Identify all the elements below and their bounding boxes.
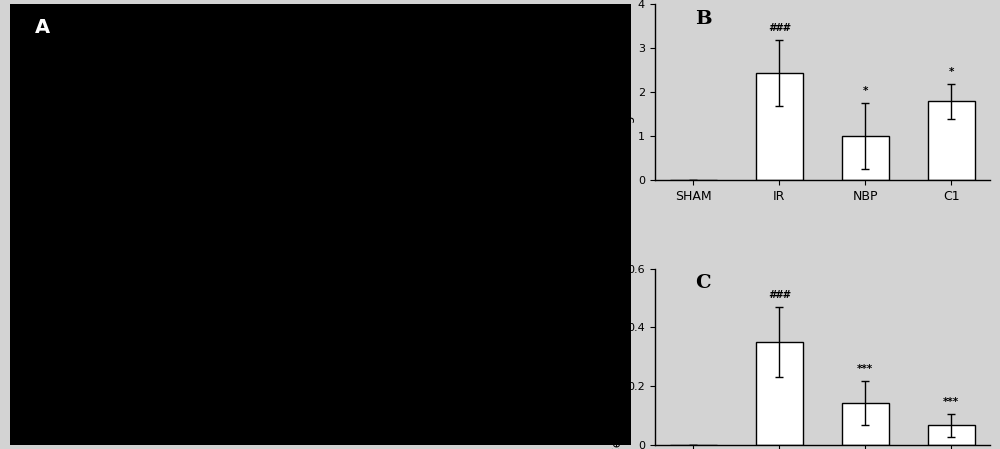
Text: *: *	[863, 87, 868, 97]
Bar	[842, 136, 889, 180]
Text: ***: ***	[857, 365, 873, 374]
Text: B: B	[695, 10, 711, 28]
Bar	[756, 73, 803, 180]
Text: ###: ###	[768, 22, 790, 33]
Text: ***: ***	[943, 396, 959, 407]
Y-axis label: Neurological deficit score: Neurological deficit score	[622, 13, 635, 172]
Text: ###: ###	[768, 290, 790, 299]
Bar	[928, 101, 975, 180]
Text: A: A	[35, 18, 50, 37]
Y-axis label: Cerebral infarction volume ratio: Cerebral infarction volume ratio	[611, 256, 624, 449]
Bar	[842, 404, 889, 445]
Bar	[756, 342, 803, 445]
Text: C: C	[695, 274, 710, 292]
Text: *: *	[948, 66, 954, 77]
Bar	[928, 426, 975, 445]
